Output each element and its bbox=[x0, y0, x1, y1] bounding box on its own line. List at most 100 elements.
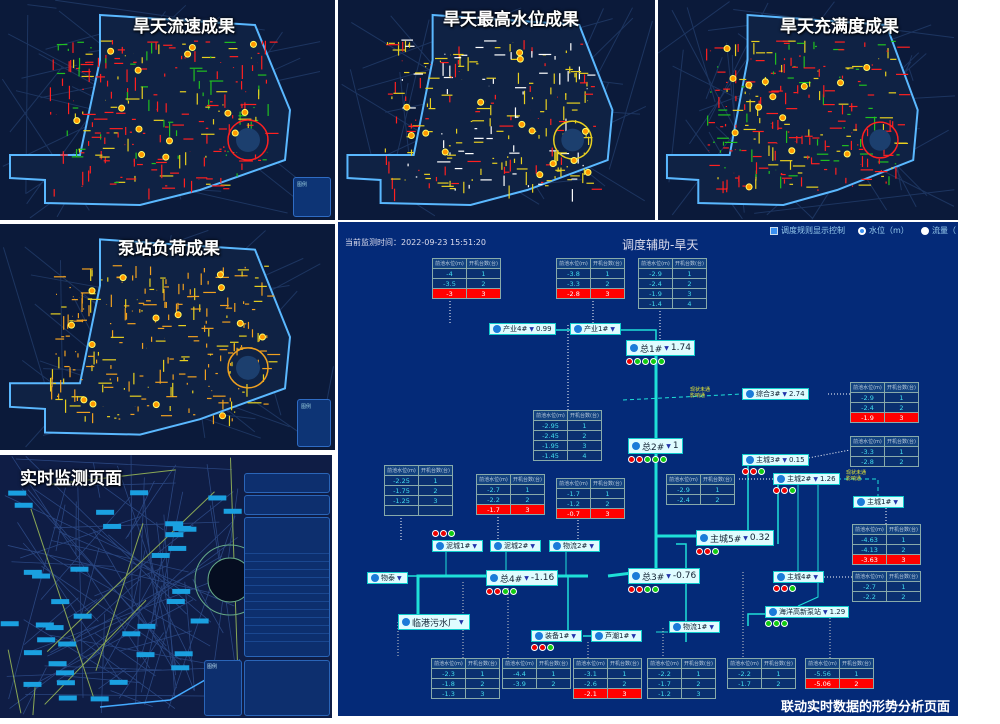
dropdown-arrow-icon[interactable]: ▼ bbox=[813, 475, 818, 483]
checkbox-label: 调度规则显示控制 bbox=[781, 226, 845, 235]
dropdown-arrow-icon[interactable]: ▼ bbox=[709, 623, 714, 631]
monitor-list-row[interactable] bbox=[245, 554, 329, 562]
dropdown-arrow-icon[interactable]: ▼ bbox=[397, 574, 402, 582]
level-radio[interactable]: 水位（m） bbox=[858, 225, 909, 236]
monitor-list-row[interactable] bbox=[245, 610, 329, 618]
dispatch-diagram: 当前监测时间：2022-09-23 15:51:20 调度辅助-旱天 调度规则显… bbox=[338, 222, 958, 716]
pump-station-node[interactable]: 主城3# ▼ 0.15 bbox=[742, 454, 809, 466]
pump-rule-table: 前池水位(m) 开机台数(台) -2.9 1 -2.4 2 -1.9 3 bbox=[850, 382, 919, 423]
pump-station-node[interactable]: 主城2# ▼ 1.26 bbox=[773, 473, 840, 485]
dropdown-arrow-icon[interactable]: ▼ bbox=[571, 632, 576, 640]
table-cell: -2.9 bbox=[666, 484, 701, 495]
monitor-list-row[interactable] bbox=[245, 602, 329, 610]
pump-rule-table: 前池水位(m) 开机台数(台) -5.56 1 -5.06 2 bbox=[805, 658, 874, 689]
pump-status-dot bbox=[494, 588, 501, 595]
pump-load-map-panel[interactable]: 泵站负荷成果 图例 bbox=[0, 224, 335, 450]
pump-station-node[interactable]: 主城1# ▼ bbox=[853, 496, 904, 508]
dropdown-arrow-icon[interactable]: ▼ bbox=[664, 344, 669, 352]
max-level-map-panel[interactable]: 旱天最高水位成果 bbox=[338, 0, 655, 220]
monitor-list-row[interactable] bbox=[245, 562, 329, 570]
diagram-title: 调度辅助-旱天 bbox=[622, 238, 699, 252]
monitor-list-row[interactable] bbox=[245, 626, 329, 634]
pump-station-node[interactable]: 主城5# ▼ 0.32 bbox=[696, 530, 774, 546]
table-cell: -2.2 bbox=[852, 591, 887, 602]
dropdown-arrow-icon[interactable]: ▼ bbox=[524, 574, 529, 582]
pump-station-node[interactable]: 总1# ▼ 1.74 bbox=[626, 340, 695, 356]
dropdown-arrow-icon[interactable]: ▼ bbox=[782, 390, 787, 398]
table-row: -3.8 1 bbox=[556, 268, 625, 279]
table-row: -3 3 bbox=[432, 288, 501, 299]
monitor-list-row[interactable] bbox=[245, 546, 329, 554]
pump-status-dot bbox=[502, 588, 509, 595]
table-cell: -2.1 bbox=[573, 688, 608, 699]
flow-speed-map-panel[interactable]: 旱天流速成果 图例 bbox=[0, 0, 335, 220]
flow-radio[interactable]: 流量（ bbox=[921, 225, 956, 236]
table-row: -2.2 1 bbox=[647, 668, 716, 679]
station-name: 综合3# bbox=[756, 390, 781, 398]
dropdown-arrow-icon[interactable]: ▼ bbox=[743, 534, 748, 542]
pipe-line bbox=[622, 393, 743, 401]
pump-station-node[interactable]: 物流1# ▼ bbox=[669, 621, 720, 633]
pump-rule-table: 前池水位(m) 开机台数(台) -2.2 1 -1.7 2 -1.2 3 bbox=[647, 658, 716, 699]
pump-station-node[interactable]: 总4# ▼ -1.16 bbox=[486, 570, 559, 586]
monitor-list-row[interactable] bbox=[245, 618, 329, 626]
dropdown-arrow-icon[interactable]: ▼ bbox=[529, 325, 534, 333]
station-name: 装备1# bbox=[545, 632, 570, 640]
monitor-list-row[interactable] bbox=[245, 578, 329, 586]
pump-station-node[interactable]: 泥城2# ▼ bbox=[490, 540, 541, 552]
table-cell: 2 bbox=[418, 485, 453, 496]
monitor-list-row[interactable] bbox=[245, 594, 329, 602]
dropdown-arrow-icon[interactable]: ▼ bbox=[813, 573, 818, 581]
table-header: 开机台数(台) bbox=[418, 465, 453, 476]
warning-label: 现状未通 影响通 bbox=[846, 470, 867, 482]
pump-station-node[interactable]: 海洋高新泵站 ▼ 1.29 bbox=[765, 606, 850, 618]
dropdown-arrow-icon[interactable]: ▼ bbox=[666, 572, 671, 580]
dropdown-arrow-icon[interactable]: ▼ bbox=[589, 542, 594, 550]
pump-station-node[interactable]: 总3# ▼ -0.76 bbox=[628, 568, 701, 584]
pump-station-node[interactable]: 综合3# ▼ 2.74 bbox=[742, 388, 809, 400]
pump-station-node[interactable]: 物流2# ▼ bbox=[549, 540, 600, 552]
monitor-list-row[interactable] bbox=[245, 586, 329, 594]
pump-station-node[interactable]: 泥城1# ▼ bbox=[432, 540, 483, 552]
table-row: -1.75 2 bbox=[384, 485, 453, 496]
table-row: -4.63 1 bbox=[852, 534, 921, 545]
table-cell: -2.8 bbox=[556, 288, 591, 299]
pump-station-node[interactable]: 总2# ▼ 1 bbox=[628, 438, 683, 454]
table-cell: 1 bbox=[536, 668, 571, 679]
dropdown-arrow-icon[interactable]: ▼ bbox=[530, 542, 535, 550]
table-cell: -1.3 bbox=[431, 688, 466, 699]
table-cell: 4 bbox=[567, 450, 602, 461]
rule-display-checkbox[interactable]: 调度规则显示控制 bbox=[770, 225, 845, 236]
pump-station-node[interactable]: 产业4# ▼ 0.99 bbox=[489, 323, 556, 335]
monitor-list-row[interactable] bbox=[245, 634, 329, 642]
pump-station-node[interactable]: 装备1# ▼ bbox=[531, 630, 582, 642]
pump-station-node[interactable]: 物泰 ▼ bbox=[367, 572, 408, 584]
plant-icon bbox=[402, 618, 410, 626]
dropdown-arrow-icon[interactable]: ▼ bbox=[631, 632, 636, 640]
table-cell: 1 bbox=[761, 668, 796, 679]
dropdown-arrow-icon[interactable]: ▼ bbox=[610, 325, 615, 333]
dropdown-arrow-icon[interactable]: ▼ bbox=[823, 608, 828, 616]
monitor-list-row[interactable] bbox=[245, 570, 329, 578]
monitor-list-box[interactable] bbox=[244, 517, 330, 657]
fullness-map-panel[interactable]: 旱天充满度成果 bbox=[658, 0, 958, 220]
table-row: -2.6 2 bbox=[573, 678, 642, 689]
table-row: -4.13 2 bbox=[852, 544, 921, 555]
table-cell: -0.7 bbox=[556, 508, 591, 519]
pump-station-node[interactable]: 临港污水厂 ▼ bbox=[398, 614, 470, 630]
dropdown-arrow-icon[interactable]: ▼ bbox=[893, 498, 898, 506]
monitor-type-box[interactable] bbox=[244, 495, 330, 515]
pump-station-node[interactable]: 主城4# ▼ bbox=[773, 571, 824, 583]
settings-box[interactable] bbox=[244, 473, 330, 493]
pump-station-node[interactable]: 产业1# ▼ bbox=[570, 323, 621, 335]
dropdown-arrow-icon[interactable]: ▼ bbox=[666, 442, 671, 450]
dropdown-arrow-icon[interactable]: ▼ bbox=[782, 456, 787, 464]
table-row: -3.63 3 bbox=[852, 554, 921, 565]
table-cell: 1 bbox=[510, 484, 545, 495]
dropdown-arrow-icon[interactable]: ▼ bbox=[472, 542, 477, 550]
pump-icon bbox=[595, 632, 603, 640]
dropdown-arrow-icon[interactable]: ▼ bbox=[459, 618, 464, 626]
realtime-monitor-panel[interactable]: 实时监测页面 图例 bbox=[0, 455, 332, 718]
pump-status-dot bbox=[789, 487, 796, 494]
pump-station-node[interactable]: 芦潮1# ▼ bbox=[591, 630, 642, 642]
